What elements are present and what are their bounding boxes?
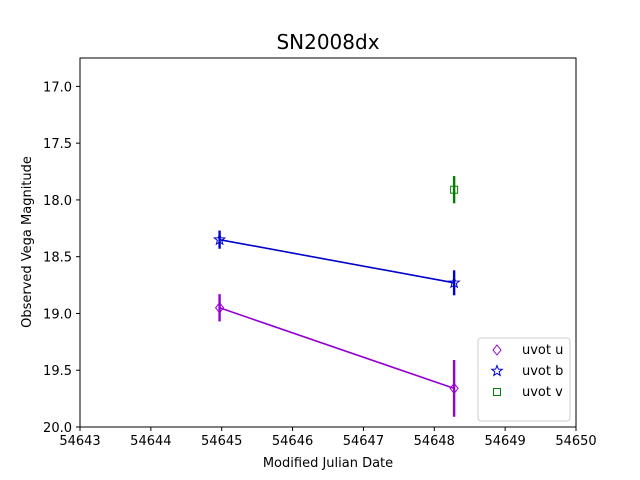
x-tick-label: 54646 bbox=[272, 434, 313, 449]
legend-label: uvot v bbox=[522, 385, 563, 400]
series-line bbox=[219, 307, 455, 390]
legend-marker bbox=[490, 364, 504, 377]
x-tick-label: 54643 bbox=[59, 434, 100, 449]
legend: uvot u uvot b uvot v bbox=[477, 337, 571, 422]
x-tick-label: 54644 bbox=[130, 434, 171, 449]
y-tick-label: 17.0 bbox=[43, 80, 72, 95]
y-tick-label: 18.0 bbox=[43, 194, 72, 209]
series-uvot-v bbox=[450, 176, 459, 204]
y-axis-label: Observed Vega Magnitude bbox=[20, 156, 35, 328]
plot-frame bbox=[79, 57, 577, 428]
legend-label: uvot u bbox=[522, 343, 563, 358]
data-point bbox=[449, 382, 459, 395]
data-point bbox=[447, 275, 461, 289]
y-tick-label: 19.5 bbox=[43, 364, 72, 379]
data-point bbox=[214, 301, 225, 314]
y-tick-label: 20.0 bbox=[43, 421, 72, 436]
y-tick-label: 18.5 bbox=[43, 251, 72, 266]
series-uvot-u bbox=[214, 294, 459, 417]
legend-box bbox=[477, 337, 571, 422]
x-tick-label: 54648 bbox=[414, 434, 455, 449]
legend-label: uvot b bbox=[522, 364, 563, 379]
x-axis-label: Modified Julian Date bbox=[263, 456, 393, 471]
chart-title: SN2008dx bbox=[276, 30, 379, 54]
y-axis: 17.0 17.5 18.0 18.5 19.0 19.5 20.0 bbox=[43, 80, 80, 436]
x-tick-label: 54645 bbox=[201, 434, 242, 449]
series-uvot-b bbox=[212, 230, 461, 296]
plot-area bbox=[212, 176, 461, 417]
x-tick-label: 54649 bbox=[484, 434, 525, 449]
y-tick-label: 17.5 bbox=[43, 137, 72, 152]
legend-marker bbox=[492, 344, 502, 356]
series-line bbox=[219, 238, 455, 284]
x-tick-label: 54650 bbox=[555, 434, 596, 449]
legend-item: uvot u bbox=[492, 343, 563, 358]
legend-item: uvot b bbox=[490, 364, 563, 379]
x-tick-label: 54647 bbox=[343, 434, 384, 449]
data-point bbox=[450, 185, 459, 194]
legend-item: uvot v bbox=[493, 385, 563, 400]
legend-marker bbox=[493, 388, 501, 396]
y-tick-label: 19.0 bbox=[43, 307, 72, 322]
data-point bbox=[212, 232, 227, 246]
x-axis: 54643 54644 54645 54646 54647 54648 54649 54650 bbox=[59, 427, 597, 449]
